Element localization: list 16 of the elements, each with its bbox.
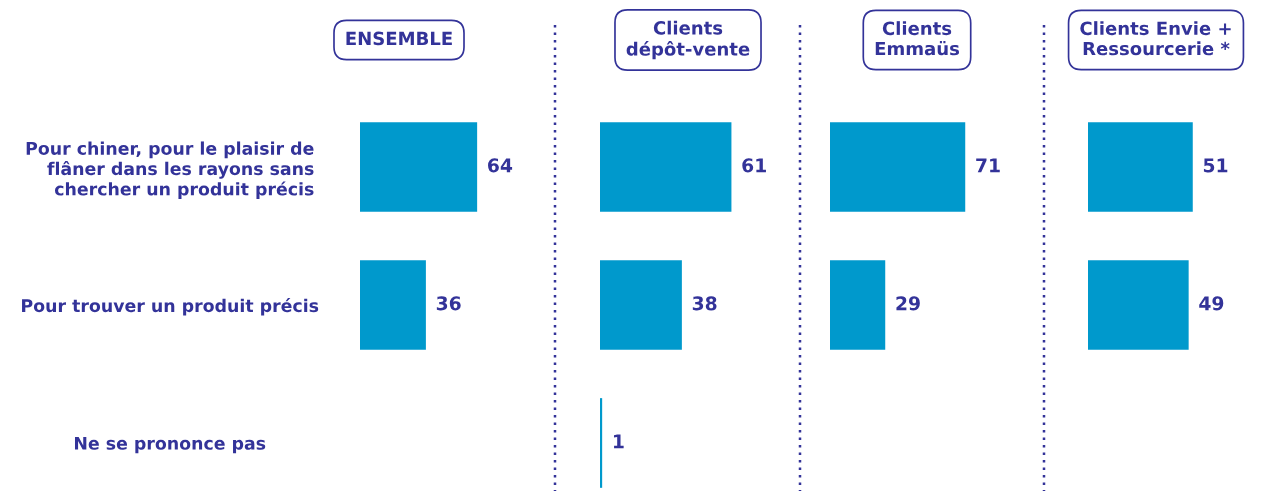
chart-title: Clients Envie + Ressourcerie * — [1080, 21, 1231, 56]
data-label: 1 — [613, 434, 624, 449]
data-label: 51 — [1203, 158, 1228, 173]
y-tick-label: Ne se prononce pas — [74, 436, 266, 454]
y-tick-label: Pour chiner, pour le plaisir de flâner dans les rayons sans chercher un produit précis — [26, 141, 314, 199]
data-label: 36 — [436, 296, 461, 311]
data-label: 61 — [742, 158, 766, 173]
data-label: 64 — [488, 158, 513, 173]
data-label: 71 — [976, 158, 1000, 173]
data-label: 49 — [1199, 296, 1224, 311]
chart-title: ENSEMBLE — [346, 31, 452, 46]
chart-title: Clients Emmaüs — [875, 21, 960, 56]
data-label: 38 — [692, 296, 717, 311]
y-tick-label: Pour trouver un produit précis — [22, 298, 319, 316]
data-label: 29 — [896, 296, 920, 311]
chart-title: Clients dépôt-vente — [626, 20, 750, 60]
